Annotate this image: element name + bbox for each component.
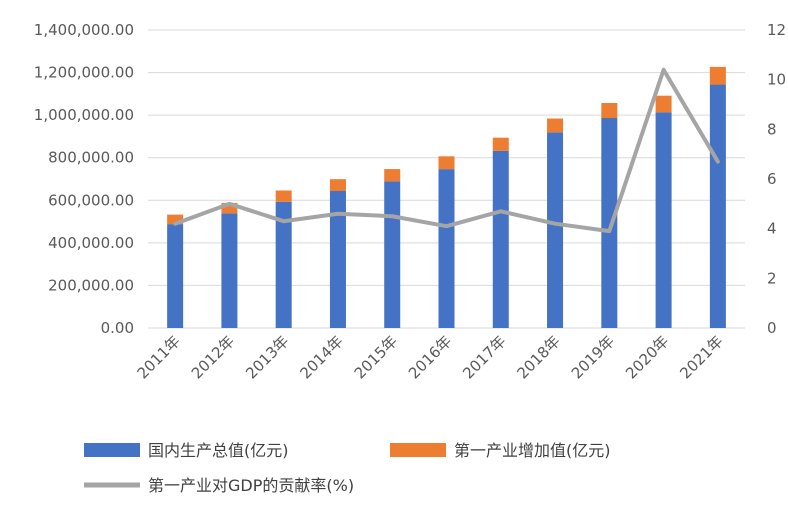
x-tick-label: 2016年 — [405, 332, 455, 382]
right-tick-label: 8 — [767, 120, 777, 138]
x-tick-label: 2014年 — [296, 332, 346, 382]
left-tick-label: 1,400,000.00 — [34, 21, 134, 39]
bar-primary-industry — [710, 67, 726, 85]
right-tick-label: 0 — [767, 319, 777, 337]
x-tick-label: 2011年 — [134, 332, 184, 382]
bar-gdp — [493, 151, 509, 328]
bar-gdp — [439, 169, 455, 328]
legend-label-primary-industry: 第一产业增加值(亿元) — [454, 441, 611, 460]
bar-gdp — [656, 112, 672, 328]
legend-swatch-primary-industry — [390, 443, 446, 457]
legend-label-contribution-rate: 第一产业对GDP的贡献率(%) — [148, 476, 354, 495]
left-tick-label: 800,000.00 — [48, 149, 134, 167]
bar-primary-industry — [439, 156, 455, 169]
x-tick-label: 2012年 — [188, 332, 238, 382]
bar-primary-industry — [384, 169, 400, 181]
legend: 国内生产总值(亿元) 第一产业增加值(亿元) 第一产业对GDP的贡献率(%) — [84, 441, 611, 495]
left-tick-label: 600,000.00 — [48, 191, 134, 209]
x-tick-label: 2021年 — [676, 332, 726, 382]
left-tick-label: 200,000.00 — [48, 276, 134, 294]
left-tick-label: 0.00 — [101, 319, 134, 337]
legend-label-gdp: 国内生产总值(亿元) — [148, 441, 289, 460]
left-tick-label: 1,200,000.00 — [34, 64, 134, 82]
right-tick-label: 6 — [767, 170, 777, 188]
x-tick-label: 2019年 — [568, 332, 618, 382]
legend-swatch-gdp — [84, 443, 140, 457]
bar-gdp — [547, 132, 563, 328]
bar-primary-industry — [601, 103, 617, 118]
bar-primary-industry — [493, 138, 509, 151]
right-tick-label: 10 — [767, 71, 786, 89]
bar-gdp — [710, 85, 726, 328]
right-axis-ticks: 0 2 4 6 8 10 12 — [767, 21, 786, 337]
bar-gdp — [167, 224, 183, 328]
x-tick-label: 2018年 — [514, 332, 564, 382]
x-tick-label: 2017年 — [459, 332, 509, 382]
bar-gdp — [601, 118, 617, 328]
x-tick-label: 2015年 — [351, 332, 401, 382]
right-tick-label: 12 — [767, 21, 786, 39]
bar-gdp — [384, 181, 400, 328]
bar-gdp — [221, 213, 237, 328]
x-tick-label: 2020年 — [622, 332, 672, 382]
x-tick-label: 2013年 — [242, 332, 292, 382]
right-tick-label: 2 — [767, 269, 777, 287]
left-tick-label: 1,000,000.00 — [34, 106, 134, 124]
bar-primary-industry — [276, 190, 292, 201]
bars — [167, 67, 726, 328]
bar-primary-industry — [656, 96, 672, 113]
bar-gdp — [330, 191, 346, 328]
left-tick-label: 400,000.00 — [48, 234, 134, 252]
right-tick-label: 4 — [767, 220, 777, 238]
left-axis-ticks: 0.00 200,000.00 400,000.00 600,000.00 800,00… — [34, 21, 134, 337]
bar-primary-industry — [547, 119, 563, 133]
bar-primary-industry — [330, 179, 346, 191]
